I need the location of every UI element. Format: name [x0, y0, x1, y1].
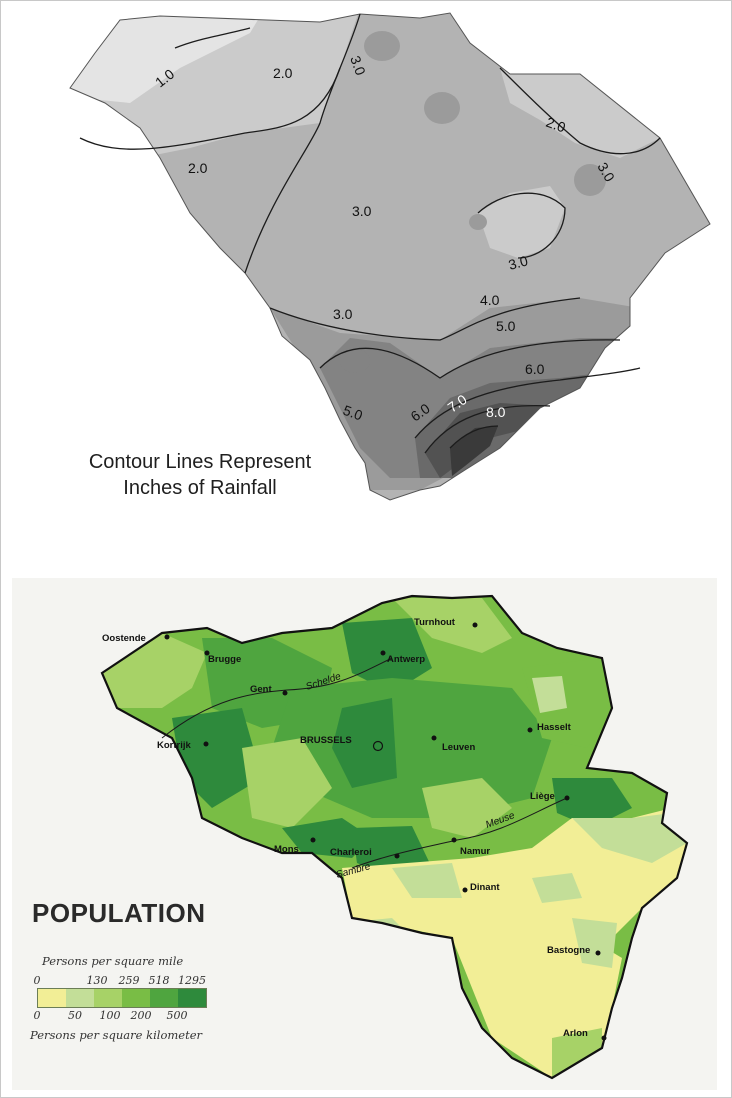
- legend-top-label: Persons per square mile: [42, 954, 184, 968]
- city-label-oostende: Oostende: [102, 633, 146, 644]
- city-label-turnhout: Turnhout: [414, 617, 456, 628]
- rainfall-map-svg: 1.0 2.0 3.0 2.0 2.0 3.0 3.0 3.0 3.0 4.0 …: [69, 12, 711, 501]
- population-map-svg: Schelde Meuse Sambre Oostende Brugge Gen…: [100, 594, 689, 1080]
- contour-label: 3.0: [333, 306, 353, 322]
- city-label-arlon: Arlon: [563, 1028, 588, 1039]
- mile-tick: 1295: [178, 974, 206, 987]
- city-label-charleroi: Charleroi: [330, 847, 372, 858]
- km-tick: 200: [130, 1009, 152, 1022]
- rainfall-map-caption: Contour Lines Represent Inches of Rainfa…: [50, 449, 350, 501]
- country-border: [100, 594, 689, 1080]
- legend-bottom-label: Persons per square kilometer: [30, 1028, 203, 1042]
- density-zone: [532, 676, 567, 713]
- city-label-kortrijk: Kortrijk: [157, 740, 192, 751]
- density-zone: [572, 918, 617, 968]
- city-dot: [380, 650, 386, 656]
- city-dot: [282, 690, 288, 696]
- city-dot: [310, 837, 316, 843]
- km-tick: 500: [166, 1009, 188, 1022]
- legend-km-ticks: 0 50 100 200 500: [33, 1009, 207, 1023]
- legend-swatch: [150, 989, 178, 1007]
- rainfall-pocket: [574, 164, 606, 196]
- city-dot: [164, 634, 170, 640]
- rainfall-pocket: [340, 349, 370, 373]
- city-dot: [203, 741, 209, 747]
- density-zone: [552, 778, 632, 828]
- rainfall-band-2c: [478, 186, 565, 258]
- city-label-liege: Liège: [530, 791, 555, 802]
- city-label-dinant: Dinant: [470, 882, 500, 893]
- density-zone: [392, 598, 512, 653]
- contour-label: 2.0: [188, 160, 208, 176]
- contour-label: 6.0: [525, 361, 545, 377]
- city-dot: [431, 735, 437, 741]
- city-dot: [204, 650, 210, 656]
- mile-tick: 259: [118, 974, 140, 987]
- city-label-leuven: Leuven: [442, 742, 475, 753]
- state-outline: [69, 12, 711, 501]
- rainfall-pocket: [424, 92, 460, 124]
- city-dot: [564, 795, 570, 801]
- contour-label: 3.0: [507, 252, 530, 273]
- city-dot: [472, 622, 478, 628]
- density-zone: [552, 1028, 602, 1078]
- density-zone: [102, 633, 207, 708]
- legend-swatch: [94, 989, 122, 1007]
- legend-swatch: [122, 989, 150, 1007]
- city-label-brugge: Brugge: [208, 654, 241, 665]
- city-label-bastogne: Bastogne: [547, 945, 590, 956]
- legend-swatch: [66, 989, 94, 1007]
- rainfall-contour-map: 1.0 2.0 3.0 2.0 2.0 3.0 3.0 3.0 3.0 4.0 …: [20, 8, 720, 520]
- density-zone: [282, 818, 372, 858]
- contour-lines: [79, 13, 661, 454]
- contour-label: 3.0: [352, 203, 372, 219]
- population-density-map: Schelde Meuse Sambre Oostende Brugge Gen…: [12, 578, 717, 1090]
- density-zone: [242, 738, 332, 828]
- km-tick: 50: [68, 1009, 82, 1022]
- density-zone: [332, 698, 397, 788]
- mile-tick: 130: [86, 974, 108, 987]
- city-label-mons: Mons: [274, 844, 299, 855]
- density-zone: [422, 778, 512, 838]
- density-zone: [342, 618, 432, 693]
- legend-swatch: [38, 989, 66, 1007]
- density-zone: [572, 813, 687, 863]
- rivers: [161, 657, 568, 869]
- density-zone: [392, 863, 462, 898]
- city-dot: [601, 1035, 607, 1041]
- city-marker-capital: [372, 740, 384, 752]
- city-dot: [394, 853, 400, 859]
- contour-label: 8.0: [486, 404, 506, 420]
- contour-label: 2.0: [544, 114, 568, 136]
- rainfall-pocket: [364, 31, 400, 61]
- city-label-hasselt: Hasselt: [537, 722, 572, 733]
- population-map-title: POPULATION: [32, 898, 206, 928]
- contour-label: 4.0: [480, 292, 500, 308]
- rainfall-band-2b: [500, 68, 660, 158]
- km-tick: 100: [99, 1009, 121, 1022]
- mile-tick: 0: [33, 974, 41, 987]
- city-label-namur: Namur: [460, 846, 490, 857]
- contour-label: 5.0: [341, 402, 365, 424]
- km-tick: 0: [33, 1009, 41, 1022]
- density-zone: [532, 873, 582, 903]
- legend-mile-ticks: 0 130 259 518 1295: [33, 974, 207, 988]
- caption-line-2: Inches of Rainfall: [123, 477, 277, 499]
- density-zone: [172, 708, 262, 808]
- legend-swatch: [178, 989, 206, 1007]
- contour-label: 3.0: [347, 54, 369, 78]
- city-dot: [462, 887, 468, 893]
- city-label-gent: Gent: [250, 684, 272, 695]
- contour-label: 2.0: [273, 65, 293, 81]
- city-dot: [595, 950, 601, 956]
- city-dot: [527, 727, 533, 733]
- legend-color-scale: [37, 988, 207, 1008]
- rainfall-pocket: [469, 214, 487, 230]
- city-label-brussels: BRUSSELS: [300, 735, 352, 746]
- city-label-antwerp: Antwerp: [387, 654, 425, 665]
- mile-tick: 518: [148, 974, 170, 987]
- caption-line-1: Contour Lines Represent: [88, 451, 312, 473]
- contour-label: 5.0: [496, 318, 516, 334]
- city-dot: [451, 837, 457, 843]
